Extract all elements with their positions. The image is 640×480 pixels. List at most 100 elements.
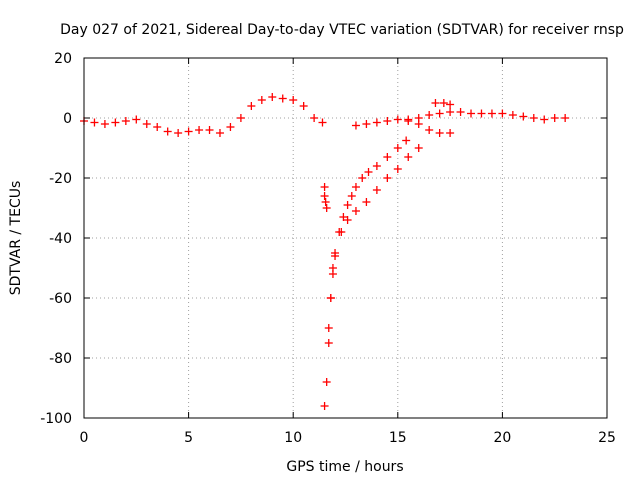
x-tick-label: 5	[184, 430, 193, 446]
data-point	[289, 96, 298, 104]
data-point	[322, 378, 331, 386]
data-point	[215, 129, 224, 137]
y-axis-label: SDTVAR / TECUs	[8, 181, 24, 296]
data-point	[414, 120, 423, 128]
chart-title: Day 027 of 2021, Sidereal Day-to-day VTE…	[60, 22, 624, 38]
y-tick-label: -80	[49, 351, 72, 367]
data-point	[467, 109, 476, 118]
y-tick-label: 20	[54, 51, 72, 67]
data-point	[328, 264, 337, 272]
axis-ticks: 0 5 10 15 20 25 -100 -80 -60 -40 -20 0 20	[40, 51, 616, 446]
data-point	[310, 114, 319, 122]
x-tick-label: 10	[284, 430, 302, 446]
data-point	[439, 99, 448, 107]
y-tick-label: -100	[40, 411, 72, 427]
data-point	[321, 198, 330, 206]
data-point	[372, 118, 381, 127]
data-point	[174, 129, 183, 137]
data-point	[540, 115, 549, 124]
data-point	[383, 117, 392, 125]
data-point	[268, 93, 277, 101]
data-point	[477, 109, 486, 118]
y-tick-label: 0	[63, 111, 72, 127]
data-point	[550, 114, 559, 122]
data-point	[393, 165, 402, 173]
data-point	[561, 114, 570, 122]
series-gap-fragment-left	[320, 183, 331, 212]
data-point	[324, 339, 333, 347]
data-point	[247, 102, 256, 110]
data-point	[163, 127, 172, 136]
data-point	[226, 123, 235, 131]
data-point	[435, 109, 444, 118]
y-tick-label: -60	[49, 291, 72, 307]
data-point	[278, 94, 287, 103]
data-point	[393, 144, 402, 152]
data-point	[343, 201, 352, 209]
data-point	[257, 96, 266, 104]
series-baseline-afternoon	[351, 108, 570, 130]
data-point	[446, 129, 455, 137]
grid	[84, 58, 607, 418]
data-point	[372, 186, 381, 194]
data-point	[339, 213, 348, 221]
x-tick-label: 25	[598, 430, 616, 446]
data-point	[331, 249, 340, 257]
data-point	[318, 118, 327, 127]
data-point	[383, 174, 392, 182]
series-baseline-morning	[80, 93, 327, 137]
data-point	[364, 168, 373, 176]
data-point	[142, 120, 151, 128]
data-point	[425, 126, 434, 134]
data-point	[383, 153, 392, 161]
data-point	[529, 114, 538, 122]
data-point	[446, 108, 455, 116]
data-point	[404, 153, 413, 161]
data-point	[372, 162, 381, 170]
y-tick-label: -40	[49, 231, 72, 247]
data-points	[80, 93, 570, 410]
data-point	[487, 109, 496, 118]
data-point	[351, 121, 360, 130]
data-point	[425, 111, 434, 119]
data-point	[299, 102, 308, 110]
data-point	[320, 402, 329, 410]
data-point	[132, 115, 141, 124]
x-tick-label: 20	[493, 430, 511, 446]
data-point	[404, 117, 413, 125]
data-point	[362, 198, 371, 206]
data-point	[519, 112, 528, 121]
data-point	[153, 123, 162, 131]
series-recovery-lower	[320, 144, 423, 410]
data-point	[324, 324, 333, 332]
data-point	[435, 129, 444, 137]
data-point	[358, 174, 367, 182]
data-point	[121, 117, 130, 125]
data-point	[498, 109, 507, 118]
data-point	[351, 207, 360, 215]
data-point	[320, 183, 329, 191]
plot-frame	[83, 57, 608, 419]
series-branch-17h	[404, 99, 455, 137]
data-point	[205, 126, 214, 134]
data-point	[402, 136, 411, 145]
x-axis-label: GPS time / hours	[286, 459, 403, 475]
data-point	[446, 100, 455, 109]
y-tick-label: -20	[49, 171, 72, 187]
data-point	[414, 144, 423, 152]
data-point	[362, 120, 371, 128]
data-point	[456, 108, 465, 116]
data-point	[431, 99, 440, 107]
data-point	[100, 120, 109, 128]
data-point	[343, 216, 352, 224]
data-point	[236, 114, 245, 122]
data-point	[337, 228, 346, 236]
data-point	[111, 118, 120, 127]
data-point	[326, 294, 335, 302]
data-point	[90, 118, 99, 127]
data-point	[393, 115, 402, 124]
data-point	[195, 126, 204, 134]
x-tick-label: 0	[80, 430, 89, 446]
data-point	[347, 192, 356, 200]
data-point	[508, 111, 517, 119]
